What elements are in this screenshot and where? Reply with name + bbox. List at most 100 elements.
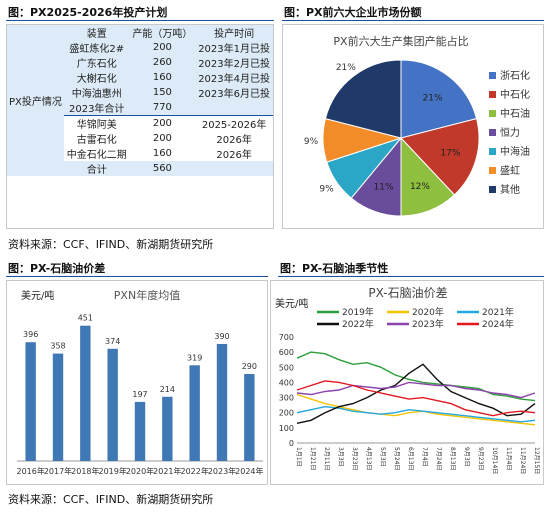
row-capacity: 260 bbox=[129, 55, 196, 70]
row-capacity: 200 bbox=[129, 131, 196, 146]
source-note-bottom: 资料来源：CCF、IFIND、新湖期货研究所 bbox=[8, 493, 214, 506]
x-tick-label: 4月13日 bbox=[365, 447, 372, 470]
x-tick-label: 9月23日 bbox=[477, 447, 484, 470]
capacity-table: PX投产情况 装置 产能（万吨） 投产时间 盛虹炼化2# 200 2023年1月已投… bbox=[7, 25, 273, 176]
title-rule bbox=[282, 20, 544, 21]
pie-slice-label: 17% bbox=[440, 148, 460, 158]
total-time bbox=[195, 161, 273, 176]
pie-slice-label: 21% bbox=[336, 63, 356, 73]
pie-panel: PX前六大生产集团产能占比 21% 17% 12% 11% 9% 9% 21% 浙石化 中石化… bbox=[282, 24, 544, 229]
subtotal-capacity: 770 bbox=[129, 100, 196, 116]
bar-value-label: 358 bbox=[50, 342, 65, 351]
capacity-table-panel: PX投产情况 装置 产能（万吨） 投产时间 盛虹炼化2# 200 2023年1月已投… bbox=[6, 24, 274, 229]
x-tick-label: 5月24日 bbox=[393, 447, 400, 470]
legend-label: 中石化 bbox=[500, 88, 530, 101]
bar-category-label: 2016年 bbox=[16, 466, 44, 476]
row-time: 2023年6月已投 bbox=[195, 85, 273, 100]
bar-category-label: 2018年 bbox=[71, 466, 99, 476]
legend-label: 浙石化 bbox=[500, 69, 530, 82]
pie-slice bbox=[400, 117, 480, 196]
legend-label: 2024年 bbox=[482, 318, 514, 330]
y-tick-label: 0 bbox=[289, 439, 294, 448]
bar-value-label: 374 bbox=[105, 337, 120, 346]
bar-category-label: 2024年 bbox=[235, 466, 263, 476]
line-ylabel: 美元/吨 bbox=[275, 297, 308, 310]
x-tick-label: 10月14日 bbox=[491, 447, 498, 474]
bar-category-label: 2017年 bbox=[44, 466, 72, 476]
bar-category-label: 2021年 bbox=[153, 466, 181, 476]
bar-panel: 美元/吨 PXN年度均值 396 2016年 358 2017年 451 2018年 374… bbox=[6, 280, 268, 485]
bar-category-label: 2022年 bbox=[180, 466, 208, 476]
row-name: 盛虹炼化2# bbox=[63, 40, 130, 55]
bar bbox=[162, 396, 173, 461]
legend-label: 2023年 bbox=[412, 318, 444, 330]
title-rule bbox=[6, 20, 274, 21]
x-tick-label: 1月1日 bbox=[295, 447, 302, 467]
pie-slice-label: 12% bbox=[410, 182, 430, 192]
legend-label: 恒力 bbox=[500, 126, 520, 139]
title-rule bbox=[6, 276, 268, 277]
line-chart: PX-石脑油价差 美元/吨 2019年 2020年 2021年 2022年 2023年 2… bbox=[275, 286, 540, 474]
title-rule bbox=[278, 276, 544, 277]
pie-chart: PX前六大生产集团产能占比 21% 17% 12% 11% 9% 9% 21% 浙石化中石化… bbox=[304, 34, 530, 217]
pie-chart-title: PX前六大生产集团产能占比 bbox=[333, 34, 468, 48]
x-tick-label: 8月13日 bbox=[449, 447, 456, 470]
y-tick-label: 700 bbox=[279, 333, 294, 342]
row-capacity: 160 bbox=[129, 146, 196, 161]
bar-chart-title: PXN年度均值 bbox=[114, 288, 180, 302]
x-tick-label: 1月21日 bbox=[309, 447, 316, 470]
bar-value-label: 451 bbox=[78, 314, 93, 323]
legend-label: 2022年 bbox=[342, 318, 374, 330]
capacity-table-title: 图：PX2025-2026年投产计划 bbox=[8, 6, 168, 19]
legend-label: 2021年 bbox=[482, 306, 514, 318]
x-tick-label: 12月15日 bbox=[533, 447, 540, 474]
legend-label: 盛虹 bbox=[500, 164, 520, 177]
pie-figure-title: 图：PX前六大企业市场份额 bbox=[284, 6, 422, 19]
row-name: 华锦阿美 bbox=[63, 115, 130, 131]
legend-swatch bbox=[489, 167, 496, 174]
row-capacity: 200 bbox=[129, 115, 196, 131]
pie-slice-label: 9% bbox=[304, 137, 319, 147]
bar bbox=[134, 401, 146, 461]
line-figure-title: 图：PX-石脑油季节性 bbox=[280, 262, 389, 275]
row-capacity: 160 bbox=[129, 70, 196, 85]
x-tick-label: 2月11日 bbox=[323, 447, 330, 470]
x-tick-label: 7月24日 bbox=[435, 447, 442, 470]
pie-slice bbox=[400, 59, 478, 139]
bar-ylabel: 美元/吨 bbox=[21, 289, 54, 302]
line-panel: PX-石脑油价差 美元/吨 2019年 2020年 2021年 2022年 2023年 2… bbox=[270, 280, 544, 485]
bar-value-label: 319 bbox=[187, 353, 202, 362]
legend-label: 2020年 bbox=[412, 306, 444, 318]
bar bbox=[189, 365, 200, 461]
pie-slice-label: 11% bbox=[374, 182, 394, 192]
row-time: 2026年 bbox=[195, 146, 273, 161]
row-time: 2023年4月已投 bbox=[195, 70, 273, 85]
bar-chart: 美元/吨 PXN年度均值 396 2016年 358 2017年 451 2018年 374… bbox=[16, 288, 263, 476]
legend-label: 其他 bbox=[500, 183, 520, 196]
bar-value-label: 214 bbox=[160, 385, 175, 394]
pie-slice bbox=[324, 59, 402, 139]
x-tick-label: 3月3日 bbox=[337, 447, 344, 467]
y-tick-label: 400 bbox=[279, 378, 294, 387]
line-series bbox=[296, 351, 536, 402]
y-tick-label: 300 bbox=[279, 394, 294, 403]
x-tick-label: 7月4日 bbox=[421, 447, 428, 467]
legend-swatch bbox=[489, 129, 496, 136]
row-capacity: 200 bbox=[129, 40, 196, 55]
bar bbox=[244, 374, 255, 461]
legend-label: 中海油 bbox=[500, 145, 530, 158]
row-time: 2023年2月已投 bbox=[195, 55, 273, 70]
subtotal-name: 2023年合计 bbox=[63, 100, 130, 116]
group-label: PX投产情况 bbox=[7, 25, 64, 176]
line-series bbox=[296, 393, 536, 426]
total-name: 合计 bbox=[63, 161, 130, 176]
row-name: 广东石化 bbox=[63, 55, 130, 70]
x-tick-label: 3月23日 bbox=[351, 447, 358, 470]
header-time: 投产时间 bbox=[195, 25, 273, 40]
bar bbox=[107, 348, 118, 461]
bar-category-label: 2019年 bbox=[98, 466, 126, 476]
row-name: 大榭石化 bbox=[63, 70, 130, 85]
row-name: 中海油惠州 bbox=[63, 85, 130, 100]
line-chart-title: PX-石脑油价差 bbox=[368, 286, 447, 300]
legend-swatch bbox=[489, 72, 496, 79]
